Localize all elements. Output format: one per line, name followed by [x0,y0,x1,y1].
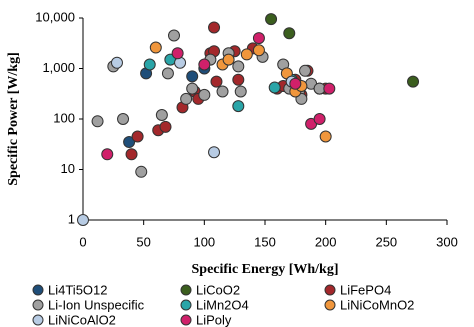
point [210,75,223,88]
legend-marker [32,314,44,326]
point [91,115,104,128]
point [268,81,281,94]
point [198,58,211,71]
x-tick-label: 300 [436,234,458,249]
point [123,136,136,149]
point [171,47,184,60]
point [283,27,296,40]
point [265,13,278,26]
point [186,82,199,95]
legend-marker [180,299,192,311]
point [208,146,221,159]
legend-marker [32,284,44,296]
legend-label: Li4Ti5O12 [48,282,108,297]
point [216,85,229,98]
y-axis-label: Specific Power [W/kg] [6,52,21,186]
point [101,148,114,161]
point [232,73,245,86]
y-tick-label: 10 [61,161,75,176]
point [159,120,172,133]
point [208,21,221,34]
point [252,44,265,57]
point [117,113,130,125]
point [323,82,336,95]
x-tick-label: 100 [193,234,215,249]
legend-label: LiNiCoMnO2 [340,297,414,312]
point [299,64,312,77]
y-tick-label: 1,000 [42,60,75,75]
point [222,53,235,66]
y-tick-label: 10,000 [35,9,75,24]
legend-label: Li-Ion Unspecific [48,297,145,312]
point [252,32,265,45]
legend-marker [180,284,192,296]
point [125,148,138,161]
point [155,109,168,122]
legend-label: LiMn2O4 [196,297,249,312]
point [198,88,211,101]
x-tick-label: 250 [375,234,397,249]
legend-label: LiCoO2 [196,282,240,297]
point [319,130,332,143]
x-tick-label: 50 [136,234,150,249]
y-tick-label: 100 [53,110,75,125]
point [110,56,123,69]
x-axis-label: Specific Energy [Wh/kg] [192,262,339,277]
point [180,92,193,105]
legend-label: LiNiCoAlO2 [48,312,116,327]
point [234,85,247,98]
legend-label: LiPoly [196,312,232,327]
point [143,58,156,71]
point [168,29,180,42]
legend-label: LiFePO4 [340,282,391,297]
legend-marker [324,284,336,296]
point [135,165,148,178]
point [232,60,245,73]
point [77,214,89,226]
point [161,67,174,80]
x-tick-label: 200 [315,234,337,249]
point [131,130,144,143]
x-tick-label: 150 [254,234,276,249]
point [240,48,253,61]
point [407,75,420,88]
x-tick-label: 0 [79,234,86,249]
legend-marker [180,314,192,326]
point [232,100,245,113]
point [149,41,162,54]
point [313,113,326,125]
point [186,70,199,83]
legend-marker [32,299,44,311]
point [289,77,302,90]
legend-marker [324,299,336,311]
y-tick-label: 1 [68,211,75,226]
